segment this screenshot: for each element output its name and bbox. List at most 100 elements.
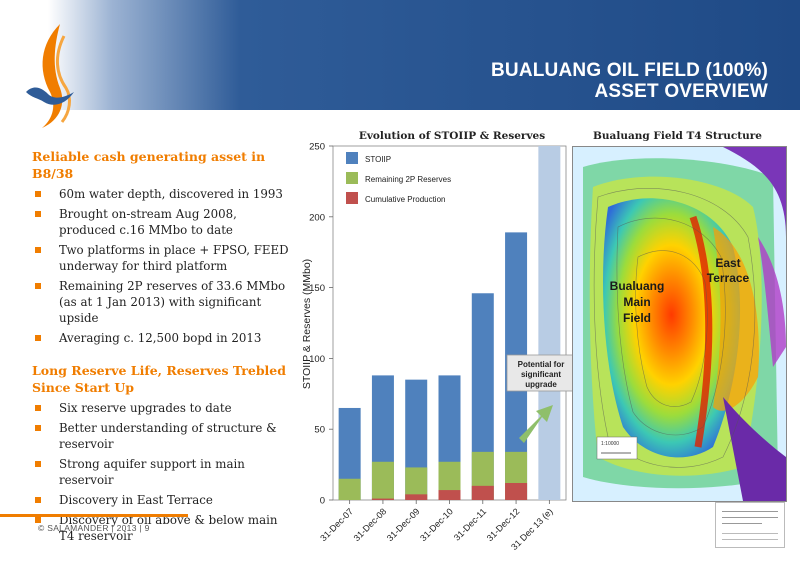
bullet-text: Two platforms in place + FPSO, FEED unde… [59,243,289,273]
y-tick-label: 0 [320,496,325,507]
bullet-square-icon [35,405,41,411]
title-line-1: BUALUANG OIL FIELD (100%) [490,60,768,81]
title-line-2: ASSET OVERVIEW [594,81,768,102]
section1-heading: Reliable cash generating asset in B8/38 [32,149,266,181]
bar-stoiip [471,293,494,500]
bar-remaining-2p [371,461,394,500]
salamander-logo-icon [26,24,74,128]
chart-title: Evolution of STOIIP & Reserves [359,130,545,142]
bar-stoiip [438,375,461,500]
list-item: Averaging c. 12,500 bopd in 2013 [32,330,294,346]
x-tick-label: 31-Dec-07 [318,506,355,543]
section2-heading: Long Reserve Life, Reserves Trebled Sinc… [32,363,286,395]
bar-cumulative-production [438,490,461,500]
bar-potential [538,146,561,500]
map-label-east-terrace: East Terrace [707,256,750,285]
list-item: Six reserve upgrades to date [32,400,294,416]
map-title: Bualuang Field T4 Structure [593,130,762,142]
bullet-text: Remaining 2P reserves of 33.6 MMbo (as a… [59,279,286,325]
x-tick-label: 31-Dec-09 [385,506,422,543]
x-tick-label: 31-Dec-11 [452,506,488,542]
y-tick-label: 200 [309,212,325,223]
bullet-square-icon [35,425,41,431]
bullet-square-icon [35,335,41,341]
map-scale-text: 1:10000 [601,441,619,447]
map-inset-label [715,502,785,548]
list-item: Remaining 2P reserves of 33.6 MMbo (as a… [32,278,294,326]
bar-cumulative-production [405,494,428,500]
bullet-square-icon [35,191,41,197]
x-tick-label: 31-Dec-10 [418,506,455,543]
y-tick-label: 250 [309,142,325,153]
map-deep-zone-ne [723,147,786,237]
list-item: 60m water depth, discovered in 1993 [32,186,294,202]
map-label-main-field: Bualuang Main Field [610,279,665,325]
list-item: Discovery in East Terrace [32,492,294,508]
footer-text: © SALAMANDER | 2013 | 9 [38,523,150,533]
legend-label: Remaining 2P Reserves [365,175,451,184]
bullet-square-icon [35,247,41,253]
legend-swatch [346,192,358,204]
map-inset-line [722,511,778,512]
structure-map: Bualuang Main Field East Terrace 1:10000 [572,146,787,502]
map-contour-line [635,250,708,407]
bullet-square-icon [35,283,41,289]
y-tick-label: 100 [309,354,325,365]
annotation-text: Potential for significant upgrade [518,360,565,389]
bar-remaining-2p [471,451,494,500]
map-inset-line [722,517,778,518]
bar-stoiip [505,232,528,500]
y-tick-label: 150 [309,283,325,294]
plot-area: 05010015020025031-Dec-0731-Dec-0831-Dec-… [309,142,567,552]
bullet-text: Averaging c. 12,500 bopd in 2013 [59,331,262,345]
y-axis-label: STOIIP & Reserves (MMbo) [301,259,313,389]
x-tick-label: 31 Dec 13 (e) [509,506,555,552]
bar-remaining-2p [338,478,361,500]
list-item: Two platforms in place + FPSO, FEED unde… [32,242,294,274]
footer-divider [0,514,188,517]
legend-swatch [346,152,358,164]
bullet-square-icon [35,211,41,217]
legend-label: STOIIP [365,155,391,164]
map-contour-line [593,188,756,468]
list-item: Better understanding of structure & rese… [32,420,294,452]
bullet-text: Better understanding of structure & rese… [59,421,277,451]
map-deep-zone-e [758,237,786,367]
bar-remaining-2p [438,461,461,500]
bar-cumulative-production [471,485,494,500]
section1-bullets: 60m water depth, discovered in 1993 Brou… [32,186,294,346]
x-tick-label: 31-Dec-12 [485,506,522,543]
upgrade-annotation: Potential for significant upgrade [506,354,576,392]
bullet-square-icon [35,517,41,523]
page-title: BUALUANG OIL FIELD (100%) ASSET OVERVIEW [491,60,768,102]
bar-remaining-2p [405,467,428,500]
plot-frame [332,145,567,501]
upgrade-arrow-icon [519,405,553,443]
header-banner [0,0,800,110]
bar-stoiip [371,375,394,500]
bullet-text: 60m water depth, discovered in 1993 [59,187,283,201]
map-inset-line [722,533,778,534]
y-tick-label: 50 [314,425,325,436]
bar-cumulative-production [371,498,394,500]
annotation-box [506,354,576,392]
bullet-square-icon [35,461,41,467]
bullet-text: Six reserve upgrades to date [59,401,232,415]
legend-swatch [346,172,358,184]
x-tick-label: 31-Dec-08 [352,506,389,543]
list-item: Strong aquifer support in main reservoir [32,456,294,488]
map-deep-zone-se [723,397,786,501]
legend-label: Cumulative Production [365,195,445,204]
list-item: Brought on-stream Aug 2008, produced c.1… [32,206,294,238]
bullet-text: Strong aquifer support in main reservoir [59,457,245,487]
bar-cumulative-production [505,483,528,500]
bar-remaining-2p [505,451,528,500]
bullet-text: Brought on-stream Aug 2008, produced c.1… [59,207,237,237]
chart-legend: STOIIP Remaining 2P Reserves Cumulative Pr… [346,152,451,204]
map-inset-line [722,523,762,524]
map-scale-box [596,436,638,460]
bullet-text: Discovery in East Terrace [59,493,213,507]
map-fault-line [689,215,713,448]
bar-stoiip [405,379,428,500]
left-text-panel: Reliable cash generating asset in B8/38 … [32,148,294,548]
